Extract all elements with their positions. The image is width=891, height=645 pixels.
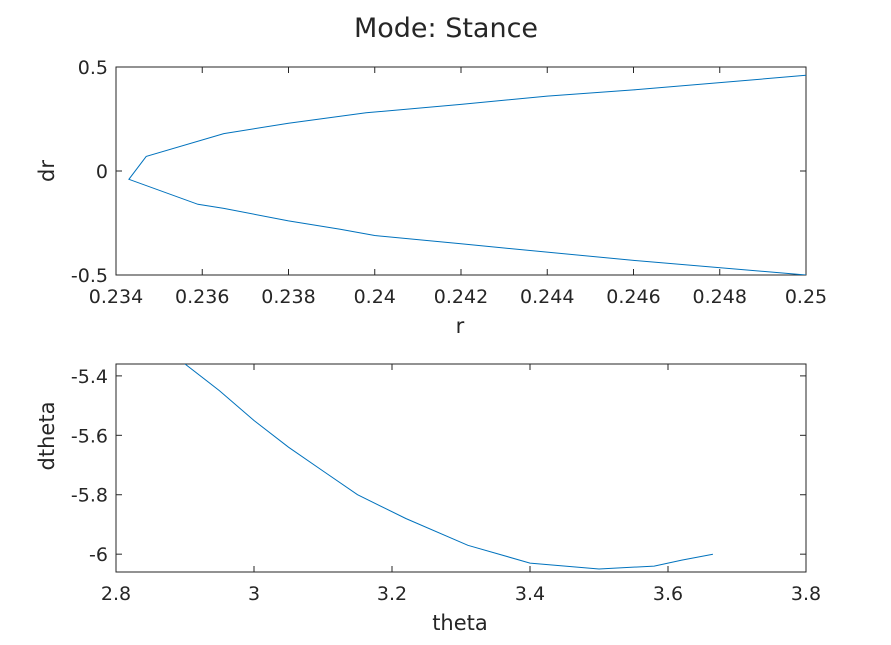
bottom-x-axis-label: theta	[432, 611, 488, 635]
bottom-y-tick-label: -5.6	[71, 425, 108, 447]
top-x-tick-label: 0.25	[785, 286, 827, 308]
top-x-tick-label: 0.248	[693, 286, 747, 308]
bottom-x-tick-label: 3.6	[653, 583, 683, 605]
top-x-tick-label: 0.242	[434, 286, 488, 308]
bottom-plot-marks: 2.8 3 3.2 3.4 3.6 3.8 -5.4 -5.6 -5.8 -6	[71, 363, 821, 605]
top-x-axis-label: r	[456, 314, 465, 338]
top-axes: 0.234 0.236 0.238 0.24 0.242 0.244 0.246 0.248 0…	[35, 57, 827, 338]
top-x-tick-label: 0.24	[354, 286, 396, 308]
bottom-x-tick-label: 2.8	[101, 583, 131, 605]
bottom-y-tick-label: -6	[89, 544, 108, 566]
top-x-tick-label: 0.238	[261, 286, 315, 308]
bottom-x-tick-label: 3.2	[377, 583, 407, 605]
top-y-tick-label: 0	[96, 161, 108, 183]
bottom-x-tick-label: 3	[248, 583, 260, 605]
figure-title: Mode: Stance	[354, 13, 538, 44]
bottom-y-axis-label: dtheta	[35, 402, 59, 471]
bottom-x-tick-label: 3.4	[515, 583, 545, 605]
top-x-tick-label: 0.236	[175, 286, 229, 308]
top-series-line	[128, 74, 806, 275]
top-x-tick-label: 0.246	[606, 286, 660, 308]
bottom-axes: 2.8 3 3.2 3.4 3.6 3.8 -5.4 -5.6 -5.8 -6 theta dth…	[35, 363, 821, 635]
top-y-tick-label: 0.5	[78, 57, 108, 79]
top-x-tick-label: 0.244	[520, 286, 574, 308]
bottom-series-line	[184, 364, 713, 570]
top-x-tick-label: 0.234	[89, 286, 143, 308]
bottom-axes-box	[115, 363, 807, 573]
top-y-axis-label: dr	[35, 160, 59, 182]
bottom-y-tick-label: -5.4	[71, 366, 108, 388]
bottom-y-tick-label: -5.8	[71, 485, 108, 507]
top-plot-marks: 0.234 0.236 0.238 0.24 0.242 0.244 0.246 0.248 0…	[71, 57, 827, 308]
bottom-x-tick-label: 3.8	[791, 583, 821, 605]
top-y-tick-label: -0.5	[71, 265, 108, 287]
